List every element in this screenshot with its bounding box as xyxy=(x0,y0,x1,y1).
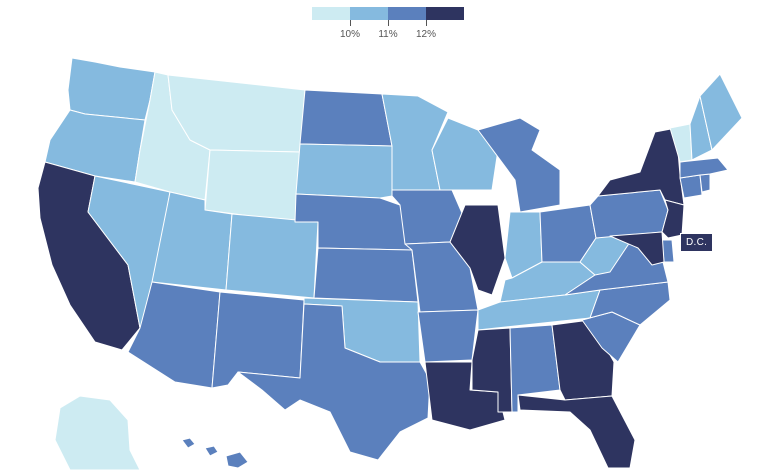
state-massachusetts[interactable] xyxy=(679,157,729,179)
legend-swatch-2 xyxy=(350,7,388,20)
state-wyoming[interactable] xyxy=(204,149,301,223)
state-rhode-island[interactable] xyxy=(699,173,711,193)
legend: 10% 11% 12% xyxy=(312,7,464,47)
state-washington[interactable] xyxy=(67,57,156,121)
dc-label: D.C. xyxy=(680,233,714,252)
legend-swatch-1 xyxy=(312,7,350,20)
legend-label-11: 11% xyxy=(378,29,398,40)
state-maryland[interactable] xyxy=(609,231,665,266)
legend-tick-2 xyxy=(388,20,389,26)
state-wisconsin[interactable] xyxy=(431,117,499,191)
legend-tick-3 xyxy=(426,20,427,26)
state-arkansas[interactable] xyxy=(417,309,479,363)
state-kansas[interactable] xyxy=(313,247,419,303)
legend-tick-1 xyxy=(350,20,351,26)
state-maine[interactable] xyxy=(699,73,743,151)
legend-swatch-3 xyxy=(388,7,426,20)
state-texas[interactable] xyxy=(237,303,431,461)
legend-label-12: 12% xyxy=(415,29,436,40)
state-new-jersey[interactable] xyxy=(661,199,685,239)
state-pennsylvania[interactable] xyxy=(589,189,669,239)
state-michigan[interactable] xyxy=(477,117,561,213)
legend-label-10: 10% xyxy=(339,29,360,40)
state-colorado[interactable] xyxy=(225,213,319,299)
state-florida[interactable] xyxy=(517,394,636,469)
state-connecticut[interactable] xyxy=(679,174,703,199)
state-illinois[interactable] xyxy=(449,204,506,296)
state-hawaii[interactable] xyxy=(181,437,249,469)
state-alaska[interactable] xyxy=(54,395,141,470)
legend-swatch-4 xyxy=(426,7,464,20)
state-north-dakota[interactable] xyxy=(299,89,393,147)
state-south-dakota[interactable] xyxy=(295,143,393,199)
